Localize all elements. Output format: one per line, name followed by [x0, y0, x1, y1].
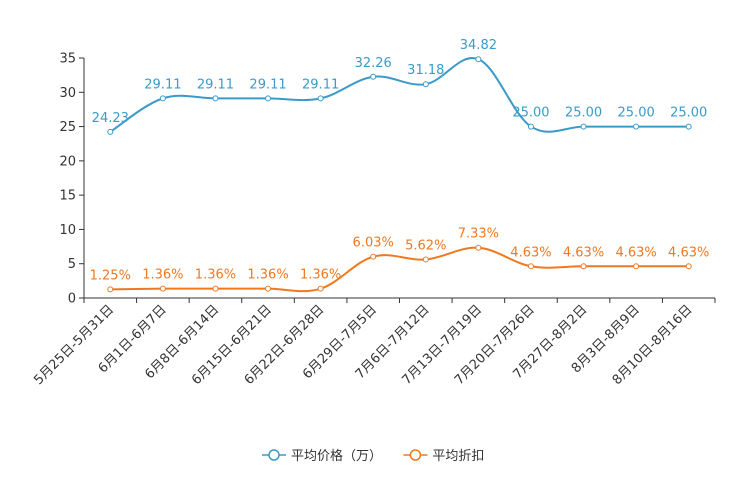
legend-marker-icon [409, 449, 422, 461]
data-label: 32.26 [355, 56, 392, 71]
data-label: 1.36% [142, 268, 183, 283]
axes: 051015202530355月25日-5月31日6月1日-6月7日6月8日-6… [31, 52, 716, 388]
data-label: 4.63% [563, 245, 604, 260]
data-label: 25.00 [618, 106, 655, 121]
data-point[interactable] [580, 123, 587, 130]
data-label: 29.11 [197, 77, 234, 92]
data-point[interactable] [212, 285, 219, 292]
y-tick-label: 0 [68, 292, 76, 307]
data-point[interactable] [685, 123, 692, 130]
data-point[interactable] [370, 253, 377, 260]
data-point[interactable] [159, 285, 166, 292]
data-label: 29.11 [144, 77, 181, 92]
data-point[interactable] [527, 123, 534, 130]
data-point[interactable] [633, 263, 640, 270]
data-point[interactable] [317, 285, 324, 292]
data-point[interactable] [212, 95, 219, 102]
data-point[interactable] [107, 286, 114, 293]
legend-label: 平均价格（万） [291, 448, 382, 464]
legend-item-0[interactable]: 平均价格（万） [262, 448, 382, 464]
y-tick-label: 15 [59, 189, 76, 204]
series-line-1 [110, 246, 689, 293]
data-label: 29.11 [302, 77, 339, 92]
data-point[interactable] [317, 95, 324, 102]
data-label: 1.36% [195, 268, 236, 283]
data-point[interactable] [475, 244, 482, 251]
data-point[interactable] [159, 95, 166, 102]
data-label: 29.11 [249, 77, 286, 92]
data-point[interactable] [633, 123, 640, 130]
data-label: 25.00 [565, 106, 602, 121]
data-label: 31.18 [407, 63, 444, 78]
data-point[interactable] [422, 256, 429, 263]
legend-item-1[interactable]: 平均折扣 [403, 449, 484, 464]
series-line-0 [109, 57, 689, 133]
data-point[interactable] [527, 263, 534, 270]
data-labels-layer: 24.23 29.11 29.11 29.11 29.11 32.26 31.18 34.82… [90, 38, 710, 283]
legend-label: 平均折扣 [432, 449, 484, 464]
data-point[interactable] [107, 128, 114, 135]
y-tick-label: 35 [59, 52, 76, 67]
y-tick-label: 20 [59, 154, 76, 169]
data-label: 25.00 [512, 106, 549, 121]
data-label: 4.63% [615, 245, 656, 260]
data-label: 34.82 [460, 38, 497, 53]
data-point[interactable] [580, 263, 587, 270]
data-point[interactable] [370, 73, 377, 80]
y-tick-label: 25 [59, 120, 76, 135]
data-label: 6.03% [353, 236, 394, 251]
y-tick-label: 30 [59, 86, 76, 101]
data-label: 25.00 [670, 106, 707, 121]
data-label: 7.33% [458, 227, 499, 242]
legend[interactable]: 平均价格（万） 平均折扣 [262, 448, 484, 464]
data-point[interactable] [685, 263, 692, 270]
data-label: 1.25% [90, 268, 131, 283]
data-point[interactable] [422, 81, 429, 88]
series-layer [107, 56, 692, 293]
data-label: 4.63% [510, 245, 551, 260]
legend-marker-icon [268, 449, 280, 461]
data-point[interactable] [475, 56, 482, 63]
y-tick-label: 10 [59, 223, 76, 238]
data-label: 5.62% [405, 238, 446, 253]
data-label: 1.36% [300, 268, 341, 283]
data-label: 24.23 [92, 111, 129, 126]
y-tick-label: 5 [68, 257, 76, 272]
data-point[interactable] [265, 95, 272, 102]
data-label: 4.63% [668, 245, 709, 260]
data-point[interactable] [265, 285, 272, 292]
data-label: 1.36% [247, 268, 288, 283]
